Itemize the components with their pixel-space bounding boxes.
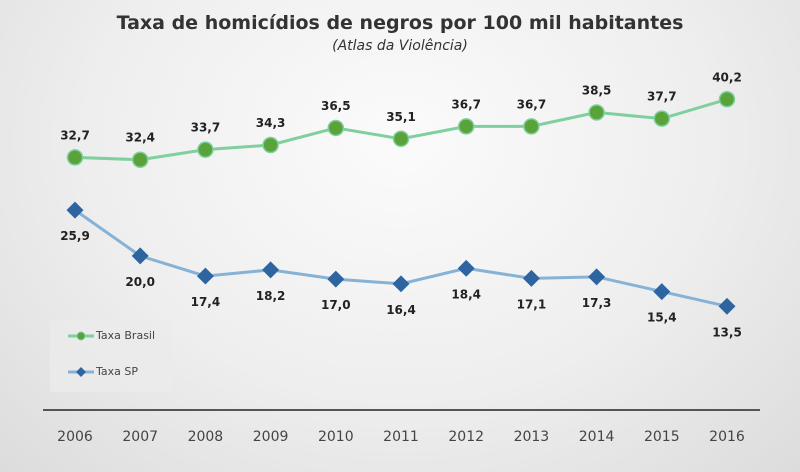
x-tick-label: 2009 bbox=[253, 429, 289, 445]
data-point-sp bbox=[653, 283, 671, 301]
data-label-sp: 20,0 bbox=[125, 275, 155, 289]
data-label-sp: 15,4 bbox=[647, 311, 677, 325]
data-point-sp bbox=[327, 270, 345, 288]
data-point-brasil bbox=[197, 141, 214, 158]
data-label-sp: 18,2 bbox=[256, 289, 286, 303]
data-point-sp bbox=[196, 267, 214, 285]
data-label-brasil: 32,7 bbox=[60, 128, 90, 142]
data-label-brasil: 36,7 bbox=[517, 97, 547, 111]
x-tick-label: 2016 bbox=[709, 429, 745, 445]
legend-marker-brasil-icon bbox=[68, 331, 94, 340]
x-tick-label: 2011 bbox=[383, 429, 419, 445]
data-point-brasil bbox=[327, 119, 345, 137]
x-tick-label: 2006 bbox=[57, 429, 93, 445]
legend-label-sp: Taxa SP bbox=[96, 365, 139, 378]
x-tick-label: 2012 bbox=[448, 429, 484, 445]
data-point-sp bbox=[392, 275, 410, 293]
data-label-sp: 17,1 bbox=[517, 297, 547, 311]
x-tick-label: 2014 bbox=[579, 429, 615, 445]
chart-subtitle: (Atlas da Violência) bbox=[332, 38, 468, 54]
data-label-brasil: 35,1 bbox=[386, 110, 416, 124]
legend-label-brasil: Taxa Brasil bbox=[96, 329, 156, 342]
data-label-brasil: 34,3 bbox=[256, 116, 286, 130]
data-label-sp: 17,4 bbox=[191, 295, 221, 309]
data-label-brasil: 38,5 bbox=[582, 83, 612, 97]
data-label-brasil: 40,2 bbox=[712, 70, 742, 84]
legend-marker-sp-icon bbox=[68, 366, 94, 377]
data-label-sp: 13,5 bbox=[712, 325, 742, 339]
data-point-sp bbox=[588, 268, 606, 286]
data-point-brasil bbox=[588, 104, 605, 121]
chart-title: Taxa de homicídios de negros por 100 mil… bbox=[116, 12, 684, 34]
data-label-brasil: 32,4 bbox=[125, 131, 155, 145]
data-point-brasil bbox=[392, 130, 410, 148]
data-point-sp bbox=[457, 259, 475, 277]
data-point-brasil bbox=[653, 110, 671, 127]
x-tick-label: 2010 bbox=[318, 429, 354, 445]
data-point-sp bbox=[522, 269, 540, 287]
data-label-sp: 17,3 bbox=[582, 296, 612, 310]
data-point-brasil bbox=[457, 118, 475, 135]
x-tick-label: 2008 bbox=[188, 429, 224, 445]
legend-item-brasil: Taxa Brasil bbox=[68, 329, 155, 342]
legend: Taxa Brasil Taxa SP bbox=[50, 320, 172, 392]
data-point-sp bbox=[262, 261, 280, 279]
data-label-brasil: 37,7 bbox=[647, 90, 677, 104]
data-label-sp: 16,4 bbox=[386, 303, 416, 317]
legend-item-sp: Taxa SP bbox=[68, 365, 138, 378]
data-point-brasil bbox=[131, 151, 149, 168]
data-label-brasil: 36,7 bbox=[451, 97, 481, 111]
data-point-brasil bbox=[262, 136, 279, 154]
data-point-sp bbox=[718, 297, 736, 315]
x-tick-label: 2013 bbox=[514, 429, 550, 445]
data-label-sp: 17,0 bbox=[321, 298, 351, 312]
data-point-brasil bbox=[66, 149, 84, 166]
data-label-sp: 25,9 bbox=[60, 229, 90, 243]
data-label-brasil: 33,7 bbox=[191, 121, 221, 135]
data-point-brasil bbox=[523, 118, 540, 135]
data-point-sp bbox=[66, 201, 84, 219]
data-label-brasil: 36,5 bbox=[321, 99, 351, 113]
data-point-sp bbox=[131, 247, 149, 265]
x-tick-label: 2015 bbox=[644, 429, 680, 445]
x-tick-label: 2007 bbox=[122, 429, 158, 445]
series-line-brasil bbox=[74, 97, 728, 162]
data-label-sp: 18,4 bbox=[451, 287, 481, 301]
data-point-brasil bbox=[718, 91, 736, 108]
